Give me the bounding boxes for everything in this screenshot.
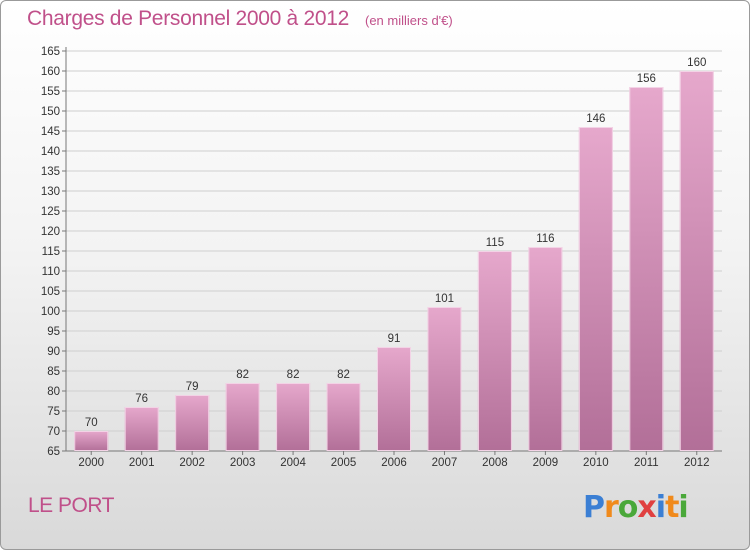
y-tick-label: 70 <box>47 426 60 438</box>
data-label: 101 <box>435 293 454 305</box>
x-tick-label: 2000 <box>78 457 104 469</box>
x-tick-label: 2002 <box>179 457 205 469</box>
bar-edge <box>629 87 664 451</box>
logo-letter: i <box>678 490 688 525</box>
y-tick-label: 145 <box>41 126 60 138</box>
bar-edge <box>477 251 512 451</box>
bar-edge <box>326 383 361 451</box>
x-tick-label: 2010 <box>583 457 609 469</box>
labels: 65 70 75 80 85 90 95 100 105 110 115 120 125 130 135 14… <box>41 46 710 469</box>
y-tick-label: 75 <box>47 406 60 418</box>
bar-edge <box>528 247 563 451</box>
x-tick-label: 2006 <box>381 457 407 469</box>
y-tick-label: 140 <box>41 146 60 158</box>
data-label: 70 <box>85 417 98 429</box>
bar-edge <box>377 347 411 451</box>
bar <box>74 431 109 451</box>
proxiti-logo: Proxiti <box>583 490 689 525</box>
bar <box>377 347 411 451</box>
y-tick-label: 125 <box>41 206 60 218</box>
logo-letter: i <box>655 490 666 525</box>
commune-name: LE PORT <box>28 494 114 517</box>
logo-letter: r <box>604 490 619 525</box>
y-tick-label: 65 <box>47 446 60 458</box>
x-tick-label: 2001 <box>129 457 155 469</box>
bar <box>477 251 512 451</box>
bar-edge <box>276 383 311 451</box>
data-label: 116 <box>536 233 554 245</box>
data-label: 79 <box>186 381 199 393</box>
unit-text: (en milliers d'€) <box>364 13 453 28</box>
bars <box>74 71 714 451</box>
y-tick-label: 155 <box>41 86 60 98</box>
y-tick-label: 90 <box>47 346 60 358</box>
bar-edge <box>175 395 210 451</box>
x-tick-label: 2004 <box>280 457 306 469</box>
bar-edge <box>578 127 613 451</box>
logo-letter: x <box>637 490 656 525</box>
x-tick-label: 2012 <box>684 457 710 469</box>
data-label: 115 <box>486 237 504 249</box>
x-tick-label: 2007 <box>432 457 458 469</box>
bar <box>124 407 159 451</box>
y-tick-label: 105 <box>41 286 60 298</box>
y-tick-label: 95 <box>47 326 60 338</box>
bar <box>528 247 563 451</box>
bar <box>427 307 462 451</box>
data-label: 82 <box>337 369 350 381</box>
bar-edge <box>679 71 714 451</box>
data-label: 82 <box>287 369 300 381</box>
y-tick-label: 150 <box>41 106 60 118</box>
logo-letter: t <box>665 490 679 525</box>
x-tick-label: 2003 <box>230 457 256 469</box>
chart-title: Charges de Personnel 2000 à 2012 (en mill… <box>27 7 453 31</box>
data-label: 146 <box>586 113 605 125</box>
y-tick-label: 120 <box>41 226 60 238</box>
x-tick-label: 2009 <box>533 457 559 469</box>
bar <box>578 127 613 451</box>
data-label: 82 <box>236 369 249 381</box>
y-tick-label: 160 <box>41 66 60 78</box>
y-tick-label: 80 <box>47 386 60 398</box>
x-tick-label: 2005 <box>331 457 357 469</box>
data-label: 91 <box>388 333 401 345</box>
title-text: Charges de Personnel 2000 à 2012 <box>27 7 349 30</box>
bar-edge <box>74 431 109 451</box>
data-label: 156 <box>637 73 656 85</box>
logo-letter: o <box>617 490 639 525</box>
bar-edge <box>427 307 462 451</box>
bar <box>629 87 664 451</box>
y-tick-label: 110 <box>42 266 60 278</box>
y-tick-label: 135 <box>41 166 60 178</box>
bar-edge <box>225 383 260 451</box>
logo-letter: P <box>583 490 605 525</box>
y-tick-label: 115 <box>42 246 60 258</box>
bar <box>326 383 361 451</box>
data-label: 160 <box>687 57 706 69</box>
x-tick-label: 2011 <box>634 457 659 469</box>
y-tick-label: 130 <box>41 186 60 198</box>
x-tick-label: 2008 <box>482 457 508 469</box>
y-tick-label: 100 <box>41 306 60 318</box>
y-tick-label: 85 <box>47 366 60 378</box>
data-label: 76 <box>135 393 148 405</box>
bar <box>679 71 714 451</box>
y-tick-label: 165 <box>41 46 60 58</box>
bar-edge <box>124 407 159 451</box>
bar <box>175 395 210 451</box>
bar <box>276 383 311 451</box>
bar <box>225 383 260 451</box>
